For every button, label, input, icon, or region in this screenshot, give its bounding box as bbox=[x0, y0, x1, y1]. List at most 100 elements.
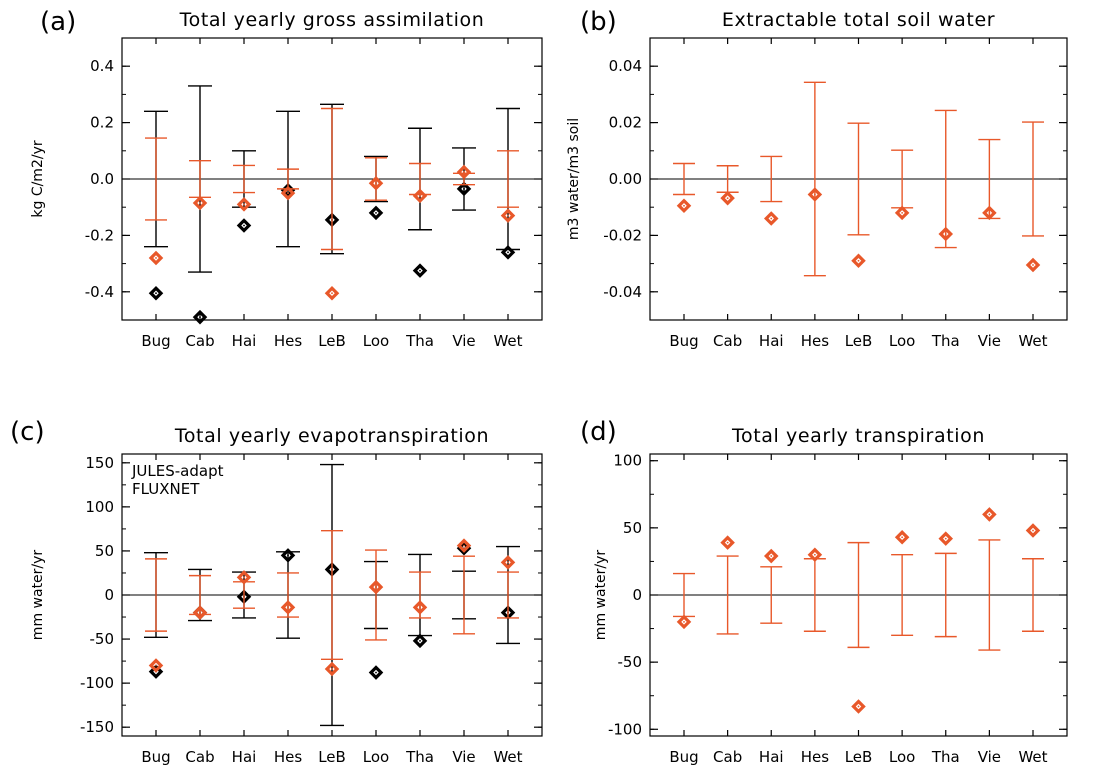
observed-point bbox=[148, 285, 164, 301]
model-point bbox=[894, 529, 910, 545]
y-tick-label: 0.2 bbox=[90, 114, 114, 132]
y-tick-label: -100 bbox=[80, 674, 114, 692]
observed-point-center bbox=[507, 251, 509, 254]
y-tick-label: -100 bbox=[608, 720, 642, 738]
y-tick-label: -0.02 bbox=[603, 226, 642, 244]
observed-point bbox=[412, 263, 428, 278]
observed-point-center bbox=[375, 211, 377, 214]
observed-point-center bbox=[243, 224, 245, 227]
model-point-center bbox=[375, 586, 377, 588]
model-point-center bbox=[375, 182, 377, 185]
y-axis-label: mm water/yr bbox=[593, 550, 609, 641]
category-label: Vie bbox=[452, 332, 475, 350]
model-point bbox=[851, 253, 866, 269]
model-point-center bbox=[287, 192, 289, 195]
model-point-center bbox=[726, 197, 729, 200]
model-point-center bbox=[331, 668, 333, 670]
model-point bbox=[1025, 257, 1041, 273]
model-point-center bbox=[419, 195, 421, 197]
category-label: Hes bbox=[274, 332, 303, 350]
y-tick-label: 0 bbox=[632, 586, 642, 604]
category-label: Bug bbox=[669, 748, 698, 766]
y-tick-label: -50 bbox=[90, 630, 115, 648]
panel-letter: (b) bbox=[580, 7, 617, 37]
category-label: Loo bbox=[363, 332, 389, 350]
category-label: Hai bbox=[232, 748, 257, 766]
category-label: Cab bbox=[713, 748, 742, 766]
model-point bbox=[807, 547, 823, 562]
observed-point bbox=[368, 205, 384, 221]
panel-letter: (a) bbox=[40, 7, 76, 37]
category-label: Bug bbox=[141, 332, 170, 350]
observed-point bbox=[500, 245, 516, 260]
y-tick-label: -0.04 bbox=[603, 283, 642, 301]
observed-point-center bbox=[463, 187, 465, 190]
y-tick-label: 100 bbox=[85, 498, 114, 516]
observed-point-center bbox=[287, 554, 289, 557]
category-label: Tha bbox=[405, 748, 434, 766]
model-point bbox=[192, 605, 208, 620]
model-point bbox=[280, 600, 296, 615]
model-point-center bbox=[287, 606, 289, 609]
model-point-center bbox=[155, 257, 157, 259]
model-point bbox=[368, 175, 384, 191]
observed-point bbox=[236, 218, 252, 233]
category-label: Loo bbox=[889, 332, 915, 350]
model-point bbox=[500, 208, 516, 223]
chart-title: Total yearly gross assimilation bbox=[179, 9, 485, 31]
observed-point-center bbox=[419, 269, 421, 272]
category-label: LeB bbox=[318, 748, 346, 766]
model-point-center bbox=[988, 211, 991, 214]
y-tick-label: -0.4 bbox=[85, 283, 114, 301]
panel-d: -100 -50 0 50 100 Bug Cab Hai Hes LeB Loo Tha Vie Wet… bbox=[580, 417, 1068, 766]
model-point bbox=[280, 185, 296, 201]
y-tick-label: -0.2 bbox=[85, 226, 114, 244]
model-point bbox=[676, 614, 692, 630]
model-point-center bbox=[944, 537, 947, 540]
model-point-center bbox=[683, 204, 685, 207]
category-label: Tha bbox=[931, 748, 960, 766]
model-point bbox=[368, 579, 384, 595]
observed-point bbox=[368, 665, 384, 680]
model-point bbox=[894, 205, 910, 221]
y-tick-label: 0.00 bbox=[609, 170, 642, 188]
category-label: Loo bbox=[363, 748, 389, 766]
category-label: Bug bbox=[141, 748, 170, 766]
y-tick-label: 150 bbox=[85, 454, 114, 472]
model-point-center bbox=[1032, 264, 1034, 266]
y-tick-label: 50 bbox=[95, 542, 114, 560]
observed-point bbox=[148, 664, 164, 679]
model-point-center bbox=[901, 536, 904, 539]
model-point bbox=[1025, 523, 1041, 538]
model-point-center bbox=[1032, 529, 1034, 532]
category-label: Cab bbox=[185, 748, 214, 766]
category-label: Tha bbox=[405, 332, 434, 350]
model-point-center bbox=[199, 611, 201, 614]
category-label: Loo bbox=[889, 748, 915, 766]
y-tick-label: 100 bbox=[613, 452, 642, 470]
category-label: Hai bbox=[759, 332, 784, 350]
category-label: Hai bbox=[232, 332, 257, 350]
observed-point bbox=[456, 181, 472, 197]
y-tick-label: 0 bbox=[104, 586, 114, 604]
model-point-center bbox=[857, 705, 860, 708]
model-point bbox=[982, 507, 997, 522]
model-point bbox=[456, 538, 472, 553]
model-point-center bbox=[463, 544, 465, 547]
model-point bbox=[720, 190, 735, 206]
legend-entry-model: JULES-adapt bbox=[131, 462, 224, 480]
panel-letter: (c) bbox=[10, 417, 45, 447]
observed-point-center bbox=[419, 639, 421, 642]
panel-c: -150 -100 -50 0 50 100 150 Bug Cab Hai Hes LeB Loo Th… bbox=[10, 417, 543, 766]
model-point-center bbox=[770, 555, 773, 557]
model-point bbox=[763, 211, 779, 226]
model-point-center bbox=[507, 561, 509, 564]
model-point bbox=[324, 661, 340, 677]
model-point-center bbox=[331, 292, 333, 295]
panel-b: -0.04 -0.02 0.00 0.02 0.04 Bug Cab Hai Hes LeB Loo… bbox=[566, 7, 1068, 350]
y-tick-label: -150 bbox=[80, 718, 114, 736]
category-label: LeB bbox=[845, 748, 873, 766]
model-point-center bbox=[507, 214, 509, 217]
model-point bbox=[412, 600, 428, 615]
model-point-center bbox=[901, 211, 904, 214]
